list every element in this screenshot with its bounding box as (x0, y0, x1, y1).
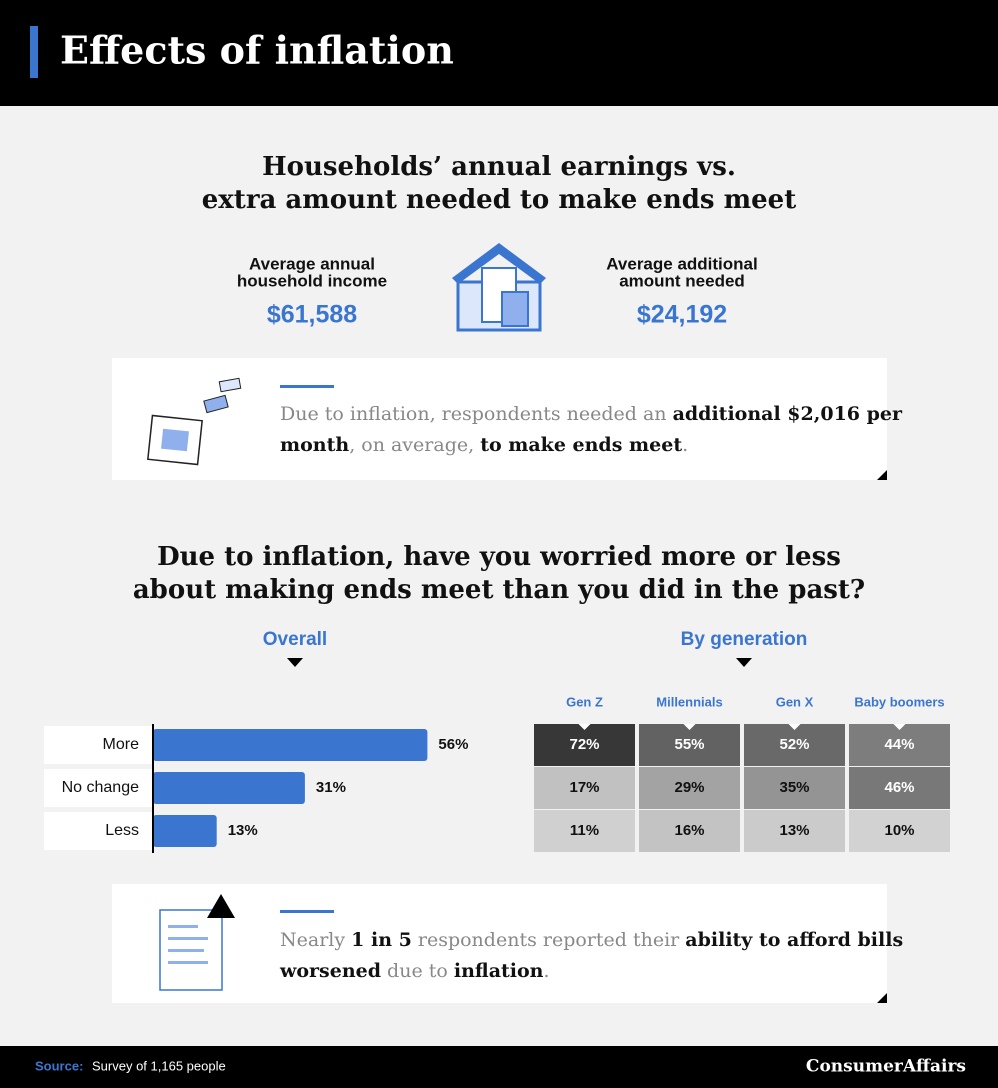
emphasis: month (280, 434, 349, 456)
emphasis: inflation (454, 960, 544, 982)
emphasis: to make ends meet (480, 434, 682, 456)
stat-value: $24,192 (637, 301, 727, 329)
category-label: More (103, 736, 140, 753)
cell-label: 44% (884, 736, 914, 753)
plain-text: , on average, (349, 434, 480, 456)
bill-icon (159, 894, 235, 991)
callout-text: worsened due to inflation. (279, 960, 550, 982)
stat-label: Average annual (249, 254, 375, 273)
section-title: Households’ annual earnings vs. (262, 152, 736, 182)
column-header: Baby boomers (854, 694, 944, 709)
cell-label: 16% (674, 822, 704, 839)
cell-label: 17% (569, 779, 599, 796)
plain-text: . (544, 960, 550, 982)
cell-label: 10% (884, 822, 914, 839)
bar (153, 772, 305, 804)
emphasis: 1 in 5 (351, 929, 412, 951)
section-title: extra amount needed to make ends meet (202, 185, 796, 215)
brand: ConsumerAffairs (806, 1057, 966, 1077)
section-title: about making ends meet than you did in t… (133, 575, 865, 605)
house-icon (452, 243, 546, 332)
row-label-box (44, 726, 153, 764)
callout-card (112, 884, 887, 1003)
pointer (287, 658, 303, 667)
emphasis: ability to afford bills (685, 929, 903, 951)
callout-rule (280, 910, 334, 913)
heat-cell (849, 724, 950, 766)
heat-cell (849, 767, 950, 809)
callout-text: Due to inflation, respondents needed an … (280, 403, 903, 425)
stat-label: Average additional (606, 254, 757, 273)
callout-text: Nearly 1 in 5 respondents reported their… (280, 929, 903, 951)
bar (153, 729, 428, 761)
callout-rule (280, 385, 334, 388)
page-title: Effects of inflation (60, 28, 454, 73)
heat-cell (639, 767, 740, 809)
pointer (893, 724, 906, 730)
plain-text: due to (381, 960, 454, 982)
header-accent (30, 26, 38, 78)
row-label-box (44, 812, 153, 850)
pointer (788, 724, 801, 730)
value-label: 31% (316, 779, 346, 796)
heat-cell (639, 724, 740, 766)
pointer (683, 724, 696, 730)
pointer (736, 658, 752, 667)
column-header: Gen Z (566, 694, 603, 709)
cell-label: 52% (779, 736, 809, 753)
cell-label: 11% (570, 822, 599, 839)
stat-label: household income (237, 271, 387, 290)
source-label: Source: (35, 1058, 83, 1073)
cell-label: 35% (779, 779, 809, 796)
cell-label: 46% (884, 779, 914, 796)
heat-cell (534, 810, 635, 852)
column-header: Millennials (656, 694, 722, 709)
cell-label: 55% (674, 736, 704, 753)
value-label: 56% (438, 736, 468, 753)
pointer (578, 724, 591, 730)
heat-cell (744, 724, 845, 766)
heat-cell (639, 810, 740, 852)
plain-text: respondents reported their (412, 929, 685, 951)
footer-band (0, 1046, 998, 1088)
calendar-icon (147, 377, 242, 466)
stat-value: $61,588 (267, 301, 357, 329)
emphasis: additional $2,016 per (673, 403, 903, 425)
chart-title: Overall (263, 629, 327, 650)
category-label: Less (105, 822, 139, 839)
category-label: No change (62, 779, 139, 796)
source-text: Survey of 1,165 people (92, 1058, 226, 1073)
heat-cell (534, 767, 635, 809)
heat-cell (849, 810, 950, 852)
cell-label: 29% (674, 779, 704, 796)
callout-card (112, 358, 887, 480)
column-header: Gen X (776, 694, 814, 709)
plain-text: . (682, 434, 688, 456)
cell-label: 13% (779, 822, 809, 839)
section-title: Due to inflation, have you worried more … (157, 542, 841, 572)
header-band (0, 0, 998, 106)
plain-text: Nearly (280, 929, 351, 951)
row-label-box (44, 769, 153, 807)
corner-mark (877, 993, 887, 1003)
stat-label: amount needed (619, 271, 745, 290)
cell-label: 72% (569, 736, 599, 753)
value-label: 13% (228, 822, 258, 839)
heat-cell (744, 767, 845, 809)
plain-text: Due to inflation, respondents needed an (280, 403, 673, 425)
chart-title: By generation (681, 629, 808, 650)
heat-cell (534, 724, 635, 766)
emphasis: worsened (279, 960, 381, 982)
corner-mark (877, 470, 887, 480)
bar (153, 815, 217, 847)
callout-text: month, on average, to make ends meet. (280, 434, 688, 456)
heat-cell (744, 810, 845, 852)
